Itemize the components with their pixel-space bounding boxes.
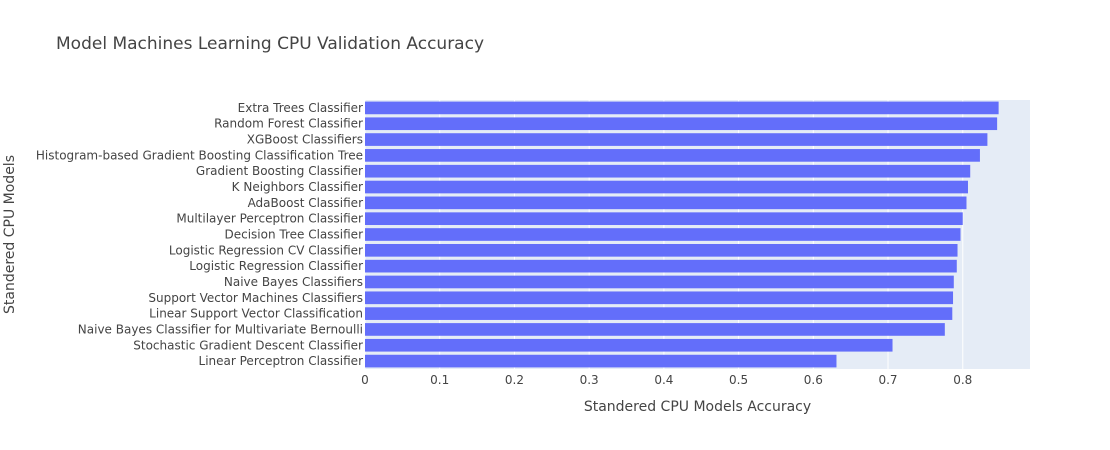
bar[interactable] bbox=[365, 323, 945, 336]
bar[interactable] bbox=[365, 354, 837, 368]
x-tick-label: 0.4 bbox=[654, 373, 673, 387]
x-tick-label: 0.5 bbox=[729, 373, 748, 387]
bar[interactable] bbox=[365, 338, 893, 352]
bar[interactable] bbox=[365, 243, 958, 257]
y-axis-title: Standered CPU Models bbox=[2, 155, 18, 314]
y-tick-label: Stochastic Gradient Descent Classifier bbox=[133, 338, 363, 352]
x-tick-label: 0 bbox=[361, 373, 369, 387]
y-tick-label: XGBoost Classifiers bbox=[247, 133, 363, 147]
y-tick-labels: Extra Trees Classifier Random Forest Clas… bbox=[36, 101, 363, 368]
bar[interactable] bbox=[365, 212, 963, 226]
y-tick-label: AdaBoost Classifier bbox=[248, 196, 364, 210]
bar-layer bbox=[365, 101, 999, 368]
x-tick-labels: 0 0.1 0.2 0.3 0.4 0.5 0.6 0.7 0.8 bbox=[361, 373, 972, 387]
bar[interactable] bbox=[365, 101, 999, 115]
bar[interactable] bbox=[365, 259, 957, 273]
y-tick-label: Naive Bayes Classifier for Multivariate … bbox=[78, 322, 363, 336]
x-tick-label: 0.2 bbox=[505, 373, 524, 387]
x-axis-title: Standered CPU Models Accuracy bbox=[584, 399, 811, 415]
y-tick-label: Histogram-based Gradient Boosting Classi… bbox=[36, 148, 363, 162]
x-tick-label: 0.7 bbox=[878, 373, 897, 387]
y-tick-label: Gradient Boosting Classifier bbox=[196, 164, 363, 178]
y-tick-label: Logistic Regression Classifier bbox=[189, 259, 363, 273]
bar[interactable] bbox=[365, 196, 967, 210]
y-tick-label: Support Vector Machines Classifiers bbox=[148, 291, 363, 305]
bar[interactable] bbox=[365, 180, 968, 194]
y-tick-label: K Neighbors Classifier bbox=[232, 180, 363, 194]
bar[interactable] bbox=[365, 275, 954, 289]
y-tick-label: Random Forest Classifier bbox=[214, 117, 363, 131]
bar[interactable] bbox=[365, 133, 988, 146]
y-tick-label: Naive Bayes Classifiers bbox=[224, 275, 363, 289]
chart-title: Model Machines Learning CPU Validation A… bbox=[56, 34, 485, 54]
bar[interactable] bbox=[365, 149, 980, 162]
y-tick-label: Decision Tree Classifier bbox=[225, 228, 364, 242]
bar[interactable] bbox=[365, 291, 954, 305]
bar[interactable] bbox=[365, 164, 971, 178]
bar[interactable] bbox=[365, 117, 998, 131]
y-tick-label: Multilayer Perceptron Classifier bbox=[176, 212, 363, 226]
bar[interactable] bbox=[365, 307, 953, 320]
y-tick-label: Linear Perceptron Classifier bbox=[199, 354, 364, 368]
y-tick-label: Logistic Regression CV Classifier bbox=[169, 243, 363, 257]
y-tick-label: Extra Trees Classifier bbox=[238, 101, 363, 115]
y-tick-label: Linear Support Vector Classification bbox=[149, 307, 363, 321]
x-tick-label: 0.6 bbox=[804, 373, 823, 387]
bar[interactable] bbox=[365, 228, 961, 241]
x-tick-label: 0.3 bbox=[580, 373, 599, 387]
x-tick-label: 0.8 bbox=[953, 373, 972, 387]
x-tick-label: 0.1 bbox=[430, 373, 449, 387]
